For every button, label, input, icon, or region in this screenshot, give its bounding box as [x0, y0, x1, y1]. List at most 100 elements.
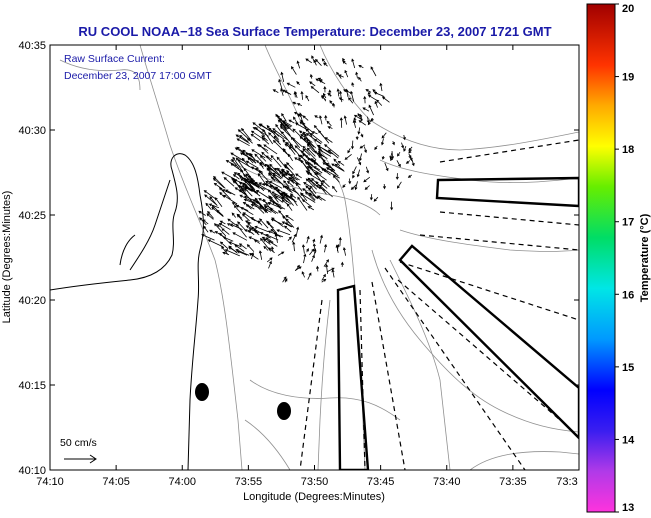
current-vector	[274, 167, 287, 176]
colorbar-tick-label: 20	[622, 3, 634, 15]
current-vector	[374, 100, 378, 108]
current-vector	[251, 226, 259, 235]
current-vector	[224, 249, 240, 257]
current-vector	[280, 71, 285, 82]
current-vector	[358, 65, 364, 69]
current-vector	[336, 88, 340, 97]
current-vector	[286, 162, 294, 170]
current-vector	[213, 182, 223, 190]
current-vector	[329, 100, 334, 106]
current-vector	[290, 194, 298, 207]
current-vector	[405, 160, 411, 164]
current-vector	[360, 133, 364, 138]
current-vector	[300, 192, 308, 202]
x-tick-label: 73:45	[367, 476, 395, 488]
current-vector	[352, 174, 355, 179]
current-vector	[284, 278, 288, 283]
current-vector	[291, 233, 297, 243]
current-vector	[230, 152, 246, 162]
current-vector	[313, 150, 322, 157]
current-vector	[282, 276, 287, 283]
current-vector	[337, 160, 345, 166]
current-vector	[344, 69, 349, 78]
current-vector	[379, 82, 383, 92]
current-note-line1: Raw Surface Current:	[64, 53, 165, 65]
current-vector	[255, 167, 263, 173]
current-vector	[288, 119, 295, 124]
current-vector	[351, 58, 356, 69]
current-vector	[291, 65, 297, 75]
colorbar-tick-label: 16	[622, 289, 634, 301]
current-vector	[376, 99, 383, 106]
current-vector	[231, 158, 240, 169]
current-vector	[254, 225, 269, 233]
current-vector	[307, 206, 315, 211]
current-vector	[239, 169, 250, 181]
current-vector	[331, 185, 338, 193]
current-vector	[350, 184, 357, 190]
current-vector	[267, 201, 283, 210]
current-vector	[306, 128, 313, 138]
current-vector	[259, 162, 264, 169]
current-vector	[271, 191, 283, 199]
current-vector	[303, 253, 307, 264]
current-vector	[323, 92, 327, 99]
current-vector	[221, 171, 238, 181]
current-vector	[236, 146, 244, 153]
current-vector	[354, 181, 358, 191]
current-vector	[372, 89, 378, 95]
current-vector	[286, 203, 293, 211]
current-vector	[373, 196, 379, 202]
current-vector	[243, 198, 255, 204]
current-vector	[208, 203, 220, 209]
current-vector	[284, 90, 292, 95]
current-vector	[359, 144, 366, 149]
current-vector	[253, 239, 261, 244]
colorbar-tick-label: 15	[622, 362, 634, 374]
current-vector	[272, 174, 285, 187]
current-vector	[279, 123, 287, 131]
current-vector	[283, 225, 292, 233]
current-vector	[207, 239, 224, 248]
current-vector	[293, 91, 297, 98]
current-vector	[236, 213, 243, 219]
current-vector	[281, 112, 287, 122]
current-vector	[321, 179, 330, 188]
current-vector	[255, 189, 271, 200]
current-vector	[212, 177, 225, 189]
current-vector	[339, 117, 343, 128]
current-vector	[223, 177, 235, 187]
current-vector	[411, 159, 415, 167]
current-vector	[254, 197, 265, 209]
current-vector	[261, 137, 270, 145]
current-vector	[272, 194, 284, 200]
current-vector	[268, 172, 276, 182]
current-vector	[234, 244, 245, 252]
current-vector	[300, 150, 314, 163]
current-vector	[390, 201, 394, 211]
current-vector	[259, 218, 269, 229]
scale-arrow	[64, 454, 97, 464]
current-vector	[292, 187, 306, 203]
current-vector	[263, 144, 278, 155]
current-vector	[299, 121, 314, 133]
current-vector	[282, 139, 294, 152]
current-vector	[311, 131, 318, 135]
current-vector	[242, 201, 255, 210]
current-vector	[292, 128, 307, 143]
current-vector	[295, 264, 300, 271]
current-vector	[203, 190, 217, 200]
current-vector	[234, 187, 248, 197]
current-vector	[242, 152, 257, 164]
current-vector	[325, 162, 336, 171]
colorbar-tick-label: 13	[622, 502, 634, 514]
current-vector	[257, 220, 263, 226]
current-vector	[218, 222, 231, 231]
current-vector	[269, 163, 281, 176]
current-vector	[407, 174, 413, 178]
current-vector	[271, 201, 286, 210]
current-vector	[263, 206, 277, 215]
current-vector	[363, 95, 367, 104]
current-vector	[320, 182, 328, 189]
current-vector	[259, 155, 267, 162]
